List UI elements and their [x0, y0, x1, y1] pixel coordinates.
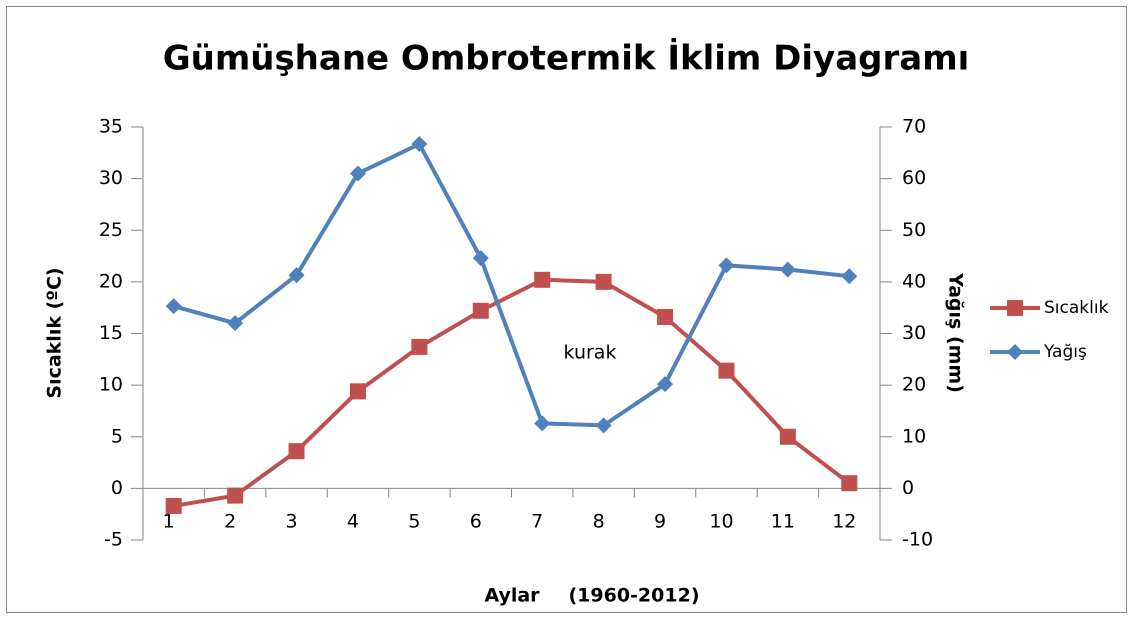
annotation: (1960-2012) — [568, 585, 699, 607]
x-tick-label: 4 — [347, 511, 359, 533]
y2-tick-label: 70 — [902, 116, 926, 138]
x-tick-label: 7 — [531, 511, 543, 533]
data-point — [288, 443, 305, 460]
y2-tick-label: 40 — [902, 270, 926, 292]
x-tick-label: 12 — [832, 511, 856, 533]
y2-tick-label: 0 — [902, 477, 914, 499]
data-point — [472, 250, 489, 267]
series-line — [173, 277, 851, 508]
x-tick-label: 5 — [408, 511, 420, 533]
y-tick-label: 5 — [111, 425, 123, 447]
data-point — [165, 497, 182, 514]
legend-marker — [1007, 344, 1023, 360]
x-tick-label: 6 — [470, 511, 482, 533]
chart-title: Gümüşhane Ombrotermik İklim Diyagramı — [163, 38, 970, 79]
y2-tick-label: 10 — [902, 425, 926, 447]
y-tick-label: 0 — [111, 477, 123, 499]
y2-tick-label: 50 — [902, 219, 926, 241]
y2-tick-label: 30 — [902, 322, 926, 344]
data-point — [227, 315, 244, 332]
y-tick-label: 20 — [99, 270, 123, 292]
y-tick-label: -5 — [104, 529, 123, 551]
x-tick-label: 10 — [709, 511, 733, 533]
data-point — [227, 487, 244, 504]
y2-axis-title: Yağış (mm) — [945, 272, 967, 393]
y2-tick-label: 20 — [902, 374, 926, 396]
data-point — [657, 308, 674, 325]
y-axis-title: Sıcaklık (ºC) — [44, 267, 66, 398]
legend-label: Sıcaklık — [1044, 298, 1109, 318]
x-tick-label: 11 — [771, 511, 795, 533]
x-tick-label: 8 — [593, 511, 605, 533]
data-point — [411, 338, 428, 355]
data-point — [534, 415, 551, 432]
data-point — [841, 475, 858, 492]
data-point — [349, 383, 366, 400]
data-point — [841, 268, 858, 285]
x-tick-label: 1 — [163, 511, 175, 533]
data-point — [411, 136, 428, 153]
y-tick-label: 10 — [99, 374, 123, 396]
y-tick-label: 30 — [99, 167, 123, 189]
y-tick-label: 25 — [99, 219, 123, 241]
y2-tick-label: -10 — [902, 529, 933, 551]
data-point — [779, 428, 796, 445]
data-point — [595, 417, 612, 434]
data-point — [165, 298, 182, 315]
y2-tick-label: 60 — [902, 167, 926, 189]
data-point — [718, 257, 735, 274]
x-tick-label: 9 — [654, 511, 666, 533]
y-tick-label: 35 — [99, 116, 123, 138]
legend-marker — [1007, 300, 1023, 316]
data-point — [595, 273, 612, 290]
data-point — [472, 302, 489, 319]
data-point — [349, 165, 366, 182]
data-point — [288, 267, 305, 284]
data-point — [718, 362, 735, 379]
annotation: kurak — [564, 342, 617, 364]
y-tick-label: 15 — [99, 322, 123, 344]
x-tick-label: 3 — [285, 511, 297, 533]
data-point — [657, 376, 674, 393]
data-point — [779, 261, 796, 278]
data-point — [534, 271, 551, 288]
series-line — [173, 142, 850, 428]
x-tick-label: 2 — [224, 511, 236, 533]
legend-label: Yağış — [1043, 342, 1087, 362]
x-axis-title: Aylar — [484, 585, 540, 607]
